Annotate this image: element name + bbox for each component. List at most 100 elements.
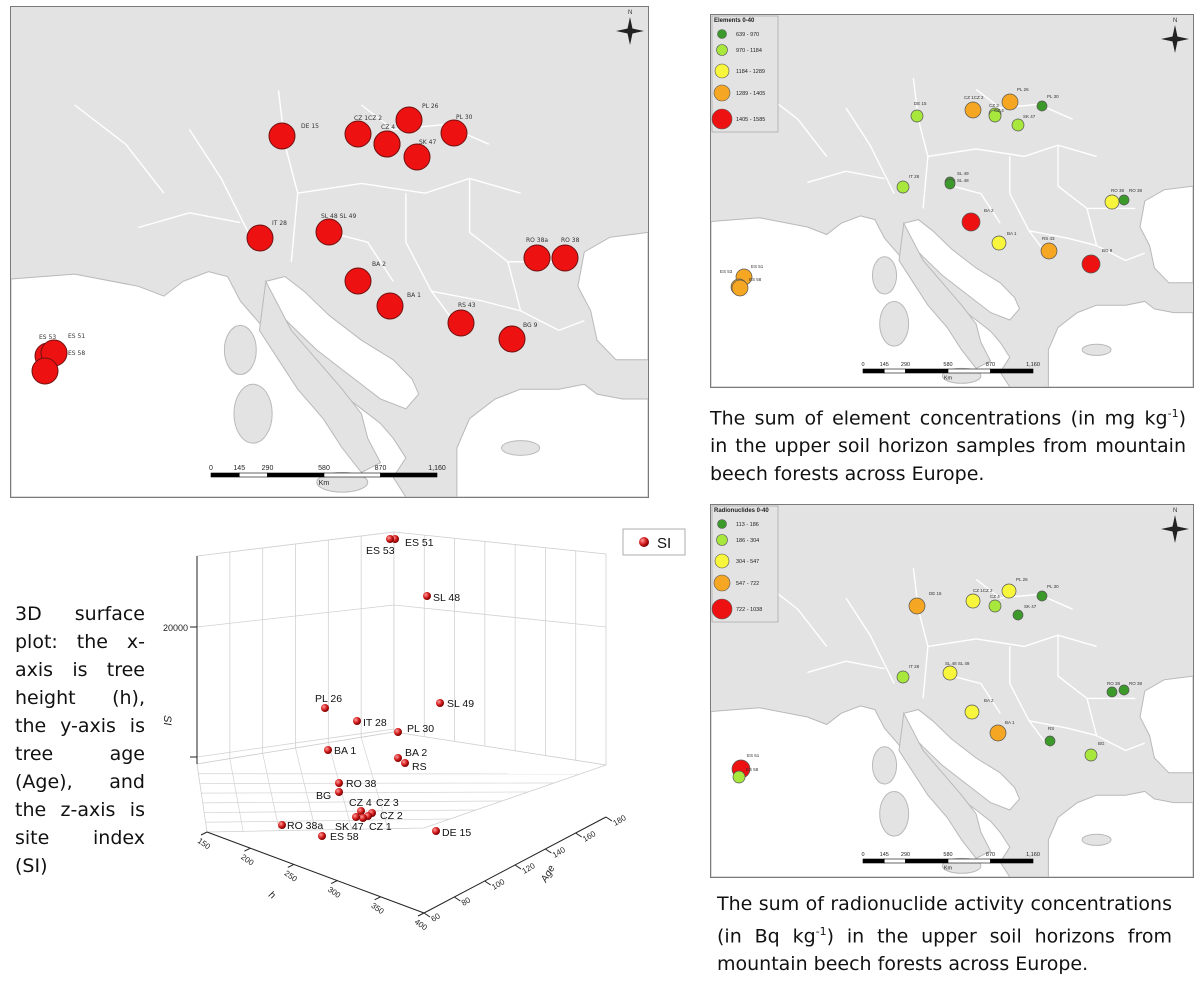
elements-map-black-sea	[1139, 185, 1193, 284]
main-map-adriatic-sea	[265, 275, 420, 410]
main-map-border	[74, 104, 165, 194]
scatter-y-tick	[514, 864, 522, 870]
elements-map-site-label: CZ 1CZ 2	[964, 95, 984, 100]
main-map-scale-label: 870	[375, 465, 387, 472]
main-map-site-label: SK 47	[419, 139, 436, 146]
elements-map-site-label: BA 1	[1007, 231, 1017, 236]
main-map-site-label: IT 28	[272, 220, 287, 227]
plot-description: 3D surface plot: the x-axis is tree heig…	[15, 603, 145, 877]
scatter-point	[436, 699, 444, 707]
radionuclides-map-site-label: PL 30	[1047, 584, 1059, 589]
radionuclides-map-site-marker	[1084, 748, 1098, 762]
elements-map-scale-bar	[990, 368, 1034, 374]
scatter-y-tick-label: 160	[581, 829, 598, 844]
main-map-site-marker	[315, 218, 343, 246]
main-map-site-marker	[268, 122, 296, 150]
scatter-point-label: CZ 1	[369, 821, 392, 833]
elements-map-site-marker	[1001, 93, 1019, 111]
radionuclides-map-site-marker	[1106, 686, 1118, 698]
main-map-site-label: PL 26	[422, 103, 439, 110]
scatter-point-label: ES 53	[366, 545, 395, 557]
radionuclides-map-border	[807, 660, 885, 674]
main-map-site-marker	[344, 120, 372, 148]
radionuclides-map-site-marker	[1036, 590, 1048, 602]
radionuclides-map-site-label: SL 48 SL 49	[945, 661, 970, 666]
main-site-map: N 0 145 290 580 870 1,160 Km DE 15 CZ 1 CZ 2 CZ 4 PL…	[10, 6, 649, 498]
main-map-site-marker	[523, 244, 551, 272]
radionuclides-map-scale-label: 1,160	[1026, 852, 1040, 858]
radionuclides-map-scale-label: 145	[880, 852, 889, 858]
main-map-scale-bar	[238, 472, 268, 478]
elements-map-scale-bar	[883, 368, 906, 374]
radionuclides-map-site-marker	[988, 599, 1002, 613]
elements-map-site-label: SK 47	[1023, 114, 1036, 119]
elements-map-site-marker	[1118, 194, 1130, 206]
elements-map-legend-swatch	[714, 63, 730, 79]
radionuclides-map-site-label: RO 38	[1107, 681, 1121, 686]
radionuclides-map-site-label: DE 15	[929, 591, 942, 596]
scatter-point	[357, 807, 365, 815]
scatter-point	[432, 827, 440, 835]
radionuclides-map-scale-bar	[990, 858, 1034, 864]
main-map-sea	[11, 271, 648, 497]
elements-map-site-marker	[1011, 118, 1025, 132]
elements-map-site-marker	[1104, 194, 1120, 210]
scatter-point-label: SL 48	[433, 592, 460, 604]
main-map-site-label: RO 38	[561, 237, 580, 244]
main-map-site-label: DE 15	[301, 123, 319, 130]
elements-map-site-label: CZ 4	[994, 108, 1004, 113]
scatter-x-tick-label: 250	[283, 869, 300, 884]
main-map-scale-label: 1,160	[428, 465, 446, 472]
main-map-island	[223, 325, 257, 375]
radionuclides-map-legend-label: 722 - 1038	[736, 607, 762, 613]
scatter-y-tick-label: 140	[551, 845, 568, 860]
scatter-x-tick-label: 200	[239, 852, 256, 867]
scatter-point-label: ES 58	[330, 831, 359, 843]
radionuclides-map-site-label: IT 28	[909, 664, 920, 669]
elements-map-site-label: ES 53	[720, 269, 733, 274]
radionuclides-map-scale-bar	[862, 858, 885, 864]
radionuclides-map-site-marker	[964, 704, 980, 720]
radionuclides-map-site-label: CZ 1CZ 2	[973, 588, 993, 593]
main-map-site-label: CZ 2	[368, 115, 382, 122]
scatter-point-label: RO 38	[346, 778, 377, 790]
elements-map-site-label: SL 49	[957, 171, 969, 176]
elements-map-scale-label: 0	[861, 362, 864, 368]
main-map-border	[188, 129, 254, 243]
radionuclides-map-scale-bar	[905, 858, 949, 864]
main-map-scale-label: 145	[233, 465, 245, 472]
main-map-site-marker	[376, 292, 404, 320]
radionuclides-map-site-label: CZ 4	[990, 594, 1000, 599]
elements-map-site-label: IT 28	[909, 174, 920, 179]
radionuclides-map-border	[1086, 698, 1146, 752]
main-map-site-marker	[440, 119, 468, 147]
elements-map-scale-unit: Km	[944, 376, 953, 382]
main-map-border	[405, 193, 458, 326]
scatter-point-label: BA 1	[334, 745, 356, 757]
scatter-point	[394, 754, 402, 762]
elements-map-scale-label: 145	[880, 362, 889, 368]
elements-map-border	[927, 144, 1097, 158]
scatter-point-label: CZ 3	[376, 797, 399, 809]
radionuclides-map-site-marker	[1001, 583, 1017, 599]
elements-map-legend-label: 1289 - 1405	[736, 91, 765, 97]
scatter-point-label: SL 49	[447, 698, 474, 710]
main-map-scale-label: 290	[262, 465, 274, 472]
elements-map-scale-label: 870	[986, 362, 995, 368]
scatter-point	[324, 746, 332, 754]
scatter-y-tick	[545, 848, 552, 854]
radionuclides-map-site-marker	[732, 770, 746, 784]
scatter-point	[386, 535, 394, 543]
main-map-site-marker	[551, 244, 579, 272]
elements-map-border	[951, 185, 1001, 224]
main-map-italy-land	[258, 279, 382, 474]
main-map-site-marker	[447, 309, 475, 337]
radionuclides-map-site-label: ES 58	[746, 767, 759, 772]
elements-map-border	[975, 88, 1073, 120]
radionuclides-map-border	[1009, 646, 1049, 748]
elements-map-island	[871, 256, 898, 295]
elements-map-site-label: PL 30	[1047, 94, 1059, 99]
elements-map-north-arrow-icon	[1161, 36, 1189, 42]
scatter-point-label: RO 38a	[287, 820, 323, 832]
main-map-border	[431, 290, 521, 312]
